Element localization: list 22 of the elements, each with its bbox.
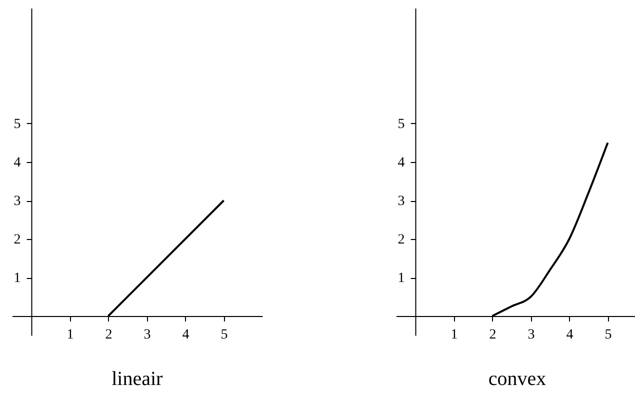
x-tick-label: 3	[528, 328, 535, 342]
x-tick-label: 5	[220, 328, 228, 342]
y-tick-label: 5	[14, 117, 21, 132]
x-tick-label: 4	[566, 328, 574, 342]
x-tick-label: 1	[450, 328, 458, 342]
x-tick-label: 1	[66, 328, 74, 342]
y-tick-label: 4	[14, 156, 21, 170]
x-tick-label: 5	[604, 328, 612, 342]
x-tick-label: 4	[182, 328, 190, 342]
y-tick-label: 4	[398, 156, 405, 170]
y-tick-label: 2	[398, 232, 405, 248]
y-tick-label: 1	[14, 271, 21, 286]
y-tick-label: 1	[398, 271, 405, 286]
y-tick-label: 3	[14, 194, 21, 209]
y-tick-label: 3	[398, 194, 405, 209]
text: lineair	[112, 368, 163, 390]
x-tick-label: 3	[144, 328, 151, 342]
y-tick-label: 5	[398, 117, 405, 132]
y-tick-label: 2	[14, 232, 21, 248]
x-tick-label: 2	[105, 328, 112, 342]
text: convex	[488, 368, 546, 390]
x-tick-label: 2	[489, 328, 496, 342]
